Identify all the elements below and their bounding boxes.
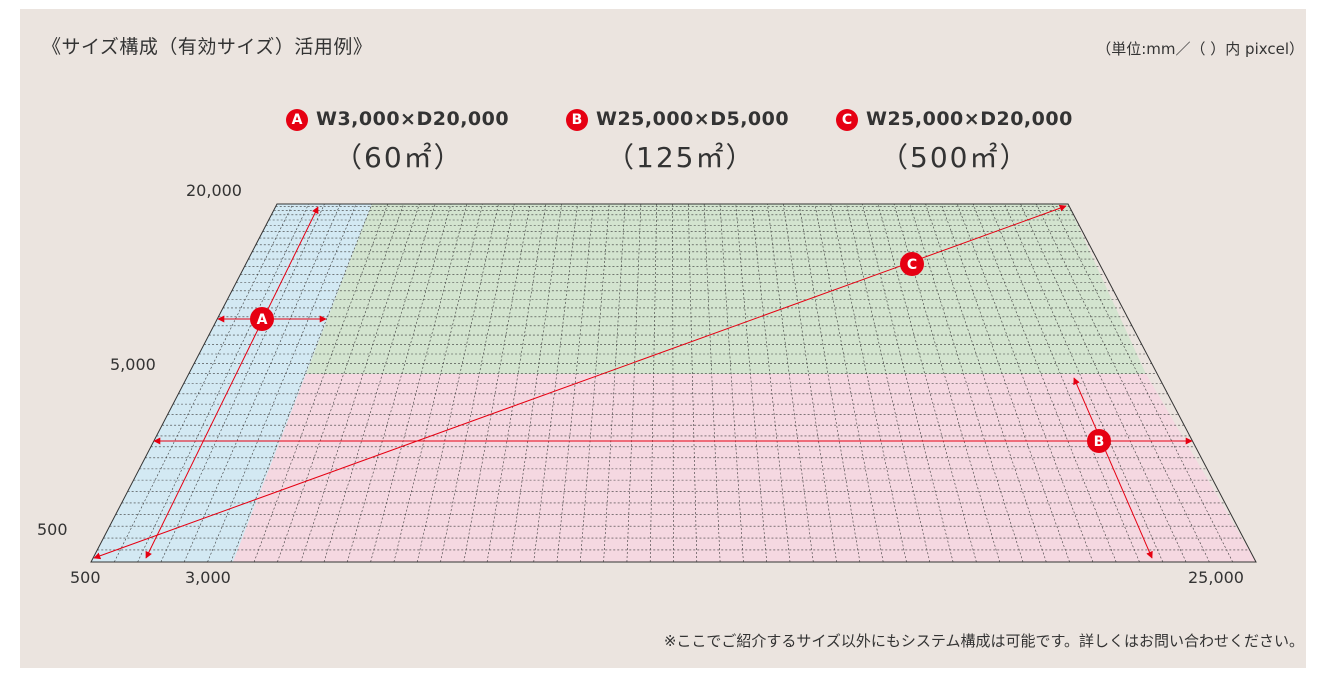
spec-b-dimensions: W25,000×D5,000 bbox=[596, 108, 790, 130]
svg-text:A: A bbox=[257, 312, 268, 328]
spec-c-dimensions: W25,000×D20,000 bbox=[866, 108, 1073, 130]
x-axis-label-3000: 3,000 bbox=[185, 568, 231, 587]
spec-c-area: （500㎡） bbox=[880, 141, 1030, 174]
diagram-badge-a: A bbox=[250, 307, 274, 331]
y-axis-label-500: 500 bbox=[37, 520, 68, 539]
diagram-badge-b: B bbox=[1087, 429, 1111, 453]
svg-text:B: B bbox=[1094, 434, 1105, 450]
region-b-area bbox=[233, 374, 1256, 562]
svg-text:C: C bbox=[907, 257, 917, 273]
y-axis-label-20000: 20,000 bbox=[186, 181, 242, 200]
region-c-area bbox=[306, 204, 1146, 374]
badge-a-icon: A bbox=[286, 109, 308, 131]
arrow-b-depth bbox=[1073, 377, 1153, 559]
x-axis-label-500: 500 bbox=[70, 568, 101, 587]
diagram-title: 《サイズ構成（有効サイズ）活用例》 bbox=[42, 36, 373, 58]
footer-note: ※ここでご紹介するサイズ以外にもシステム構成は可能です。詳しくはお問い合わせくだ… bbox=[663, 632, 1304, 650]
spec-a-dimensions: W3,000×D20,000 bbox=[316, 108, 510, 130]
spec-a-area: （60㎡） bbox=[334, 141, 464, 174]
spec-b-area: （125㎡） bbox=[606, 141, 756, 174]
badge-c-icon: C bbox=[836, 109, 858, 131]
badge-b-icon: B bbox=[566, 109, 588, 131]
y-axis-label-5000: 5,000 bbox=[110, 355, 156, 374]
diagram-badge-c: C bbox=[900, 252, 924, 276]
units-note: （単位:mm／（ ）内 pixcel） bbox=[1096, 40, 1304, 58]
x-axis-label-25000: 25,000 bbox=[1188, 568, 1244, 587]
